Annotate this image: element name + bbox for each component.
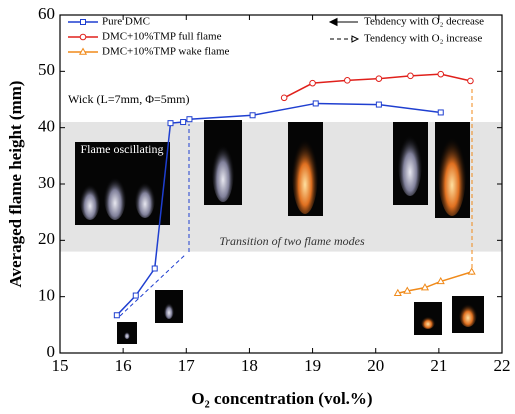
x-tick-label: 17 bbox=[178, 356, 196, 375]
marker bbox=[187, 117, 192, 122]
legend-label: DMC+10%TMP full flame bbox=[102, 31, 222, 43]
marker bbox=[310, 80, 316, 86]
marker bbox=[133, 293, 138, 298]
marker bbox=[468, 268, 474, 274]
x-tick-label: 16 bbox=[115, 356, 132, 375]
annotation: Transition of two flame modes bbox=[219, 234, 365, 248]
chart: O₂ concentration (vol.%) Averaged flame … bbox=[0, 0, 515, 414]
marker bbox=[468, 78, 474, 84]
x-tick-label: 18 bbox=[241, 356, 258, 375]
marker bbox=[152, 266, 157, 271]
marker bbox=[438, 110, 443, 115]
legend-label: Tendency with O₂ decrease bbox=[364, 16, 484, 28]
marker bbox=[168, 121, 173, 126]
x-axis-label: O₂ concentration (vol.%) bbox=[191, 389, 372, 408]
marker bbox=[250, 113, 255, 118]
legend-arrow bbox=[352, 36, 358, 42]
legend-label: Tendency with O₂ increase bbox=[364, 33, 482, 45]
y-tick-label: 0 bbox=[47, 342, 56, 361]
y-tick-label: 50 bbox=[38, 60, 55, 79]
legend-marker bbox=[80, 34, 86, 40]
marker bbox=[376, 76, 382, 82]
y-tick-label: 30 bbox=[38, 173, 55, 192]
y-tick-label: 20 bbox=[38, 229, 55, 248]
legend-label: Pure DMC bbox=[102, 16, 150, 28]
annotation: Flame oscillating bbox=[81, 142, 164, 156]
legend-marker bbox=[81, 20, 86, 25]
marker bbox=[408, 73, 414, 79]
annotation: Wick (L=7mm, Φ=5mm) bbox=[68, 92, 189, 106]
marker bbox=[114, 313, 119, 318]
marker bbox=[438, 71, 444, 77]
x-tick-label: 19 bbox=[304, 356, 321, 375]
y-tick-label: 10 bbox=[38, 286, 55, 305]
y-tick-label: 40 bbox=[38, 117, 55, 136]
marker bbox=[376, 102, 381, 107]
y-axis-label: Averaged flame height (mm) bbox=[6, 81, 25, 288]
legend-arrow bbox=[330, 19, 337, 26]
x-tick-label: 20 bbox=[367, 356, 384, 375]
x-tick-label: 21 bbox=[430, 356, 447, 375]
marker bbox=[181, 120, 186, 125]
marker bbox=[345, 78, 351, 84]
y-tick-label: 60 bbox=[38, 4, 55, 23]
legend-label: DMC+10%TMP wake flame bbox=[102, 46, 230, 58]
x-tick-label: 22 bbox=[494, 356, 511, 375]
marker bbox=[281, 95, 287, 101]
marker bbox=[313, 101, 318, 106]
